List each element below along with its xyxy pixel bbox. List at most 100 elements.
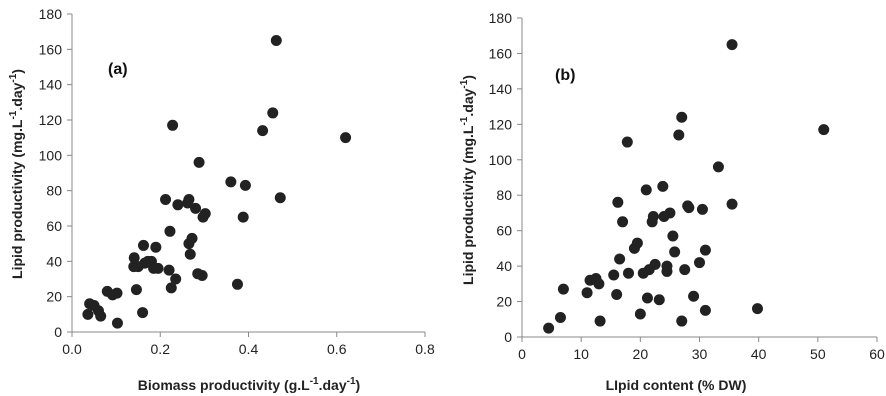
panel-b-data-point — [726, 39, 738, 51]
panel-a-y-ticks: 0 20 40 60 80 100 120 140 160 180 — [39, 6, 72, 340]
panel-b-points — [543, 39, 830, 334]
panel-b-y-ticks: 0 20 40 60 80 100 120 140 160 180 — [489, 10, 522, 345]
panel-b-data-point — [621, 136, 633, 148]
panel-a-x-tick-label: 0.6 — [327, 341, 347, 357]
panel-a-data-point — [111, 317, 123, 329]
panel-b-data-point — [543, 322, 555, 334]
panel-b-data-point — [667, 230, 679, 242]
panel-a-data-point — [165, 282, 177, 294]
panel-a-data-point — [186, 232, 198, 244]
panel-a-data-point — [172, 199, 184, 211]
panel-a-y-tick-label: 100 — [39, 147, 63, 163]
panel-b-y-tick-label: 160 — [489, 45, 513, 61]
panel-a-x-ticks: 0.0 0.2 0.4 0.6 0.8 — [62, 332, 435, 357]
panel-b-data-point — [594, 315, 606, 327]
panel-b-chart: (b) LIpid content (% DW) Lipid productiv… — [459, 10, 885, 393]
panel-b-y-tick-label: 100 — [489, 152, 513, 168]
panel-b-x-tick-label: 50 — [810, 346, 826, 362]
panel-b-x-ticks: 0 10 20 30 40 50 60 — [518, 337, 885, 362]
panel-a-data-point — [267, 107, 279, 119]
panel-b-y-tick-label: 80 — [496, 187, 512, 203]
panel-b-x-tick-label: 20 — [633, 346, 649, 362]
panel-b-x-tick-label: 10 — [573, 346, 589, 362]
panel-b-data-point — [581, 287, 593, 299]
panel-a-y-tick-label: 160 — [39, 41, 63, 57]
panel-a-x-tick-label: 0.8 — [415, 341, 435, 357]
panel-b-data-point — [696, 203, 708, 215]
panel-a-data-point — [190, 202, 202, 214]
panel-b-data-point — [640, 184, 652, 196]
panel-b-data-point — [676, 315, 688, 327]
panel-b-data-point — [554, 312, 566, 324]
panel-a-data-point — [137, 307, 149, 319]
panel-a-data-point — [196, 269, 208, 281]
panel-b-label: (b) — [555, 67, 575, 84]
panel-a-y-tick-label: 80 — [46, 183, 62, 199]
panel-b-data-point — [726, 198, 738, 210]
panel-b-data-point — [614, 253, 626, 265]
panel-b-y-axis-title: Lipid productivity (mg.L-1.day-1) — [459, 75, 476, 285]
panel-a-data-point — [164, 225, 176, 237]
panel-b-data-point — [751, 303, 763, 315]
panel-b-y-tick-label: 40 — [496, 258, 512, 274]
panel-a-data-point — [239, 179, 251, 191]
panel-a-y-tick-label: 0 — [54, 324, 62, 340]
panel-a-data-point — [184, 248, 196, 260]
panel-b-data-point — [557, 283, 569, 295]
panel-b-data-point — [679, 264, 691, 276]
panel-b-data-point — [676, 111, 688, 123]
panel-b-data-point — [617, 216, 629, 228]
panel-a-data-point — [340, 132, 352, 144]
panel-a-x-tick-label: 0.0 — [62, 341, 82, 357]
panel-a-data-point — [152, 262, 164, 274]
panel-a-y-axis-title: Lipid productivity (mg.L-1.day-1) — [8, 69, 25, 279]
panel-b-data-point — [688, 290, 700, 302]
panel-b-x-axis-title: LIpid content (% DW) — [606, 377, 747, 393]
panel-b-y-tick-label: 0 — [504, 329, 512, 345]
panel-a-y-tick-label: 60 — [46, 218, 62, 234]
panel-a-data-point — [163, 264, 175, 276]
panel-b-data-point — [631, 237, 643, 249]
panel-a-points — [82, 35, 352, 329]
panel-b-x-tick-label: 60 — [869, 346, 885, 362]
panel-a-label: (a) — [108, 61, 128, 78]
panel-a-data-point — [111, 287, 123, 299]
panel-b-y-tick-label: 20 — [496, 294, 512, 310]
panel-a-data-point — [95, 310, 107, 322]
panel-b-y-tick-label: 120 — [489, 116, 513, 132]
panel-a-data-point — [270, 35, 282, 46]
panel-a-data-point — [193, 156, 205, 168]
panel-b-data-point — [653, 294, 665, 306]
panel-b-x-tick-label: 0 — [518, 346, 526, 362]
panel-b-data-point — [694, 257, 705, 269]
panel-a-chart: (a) Biomass productivity (g.L-1.day-1) L… — [8, 6, 435, 393]
panel-b-data-point — [669, 246, 681, 258]
panel-a-data-point — [150, 241, 162, 253]
panel-a-data-point — [160, 194, 172, 205]
panel-a-y-tick-label: 120 — [39, 112, 63, 128]
panel-a-data-point — [183, 194, 195, 205]
panel-b-data-point — [608, 269, 620, 281]
panel-a-x-tick-label: 0.2 — [151, 341, 171, 357]
panel-a-y-tick-label: 140 — [39, 77, 63, 93]
panel-a-data-point — [82, 308, 94, 320]
panel-a-y-tick-label: 40 — [46, 253, 62, 269]
panel-b-data-point — [647, 210, 659, 222]
panel-b-data-point — [712, 161, 724, 173]
panel-b-data-point — [818, 124, 830, 136]
panel-a-data-point — [137, 239, 149, 251]
panel-b-data-point — [623, 267, 634, 279]
panel-a-y-tick-label: 180 — [39, 6, 63, 22]
panel-b-data-point — [612, 196, 624, 208]
panel-a-data-point — [225, 176, 237, 188]
panel-a-data-point — [167, 119, 179, 131]
panel-b-y-tick-label: 140 — [489, 81, 513, 97]
panel-a-data-point — [231, 278, 243, 290]
panel-b-data-point — [699, 244, 711, 256]
panel-a-data-point — [274, 192, 286, 204]
panel-b-data-point — [641, 292, 653, 304]
panel-b-y-tick-label: 60 — [496, 223, 512, 239]
panel-b-data-point — [661, 265, 673, 277]
panel-b-data-point — [673, 129, 685, 141]
panel-b-data-point — [593, 278, 605, 290]
